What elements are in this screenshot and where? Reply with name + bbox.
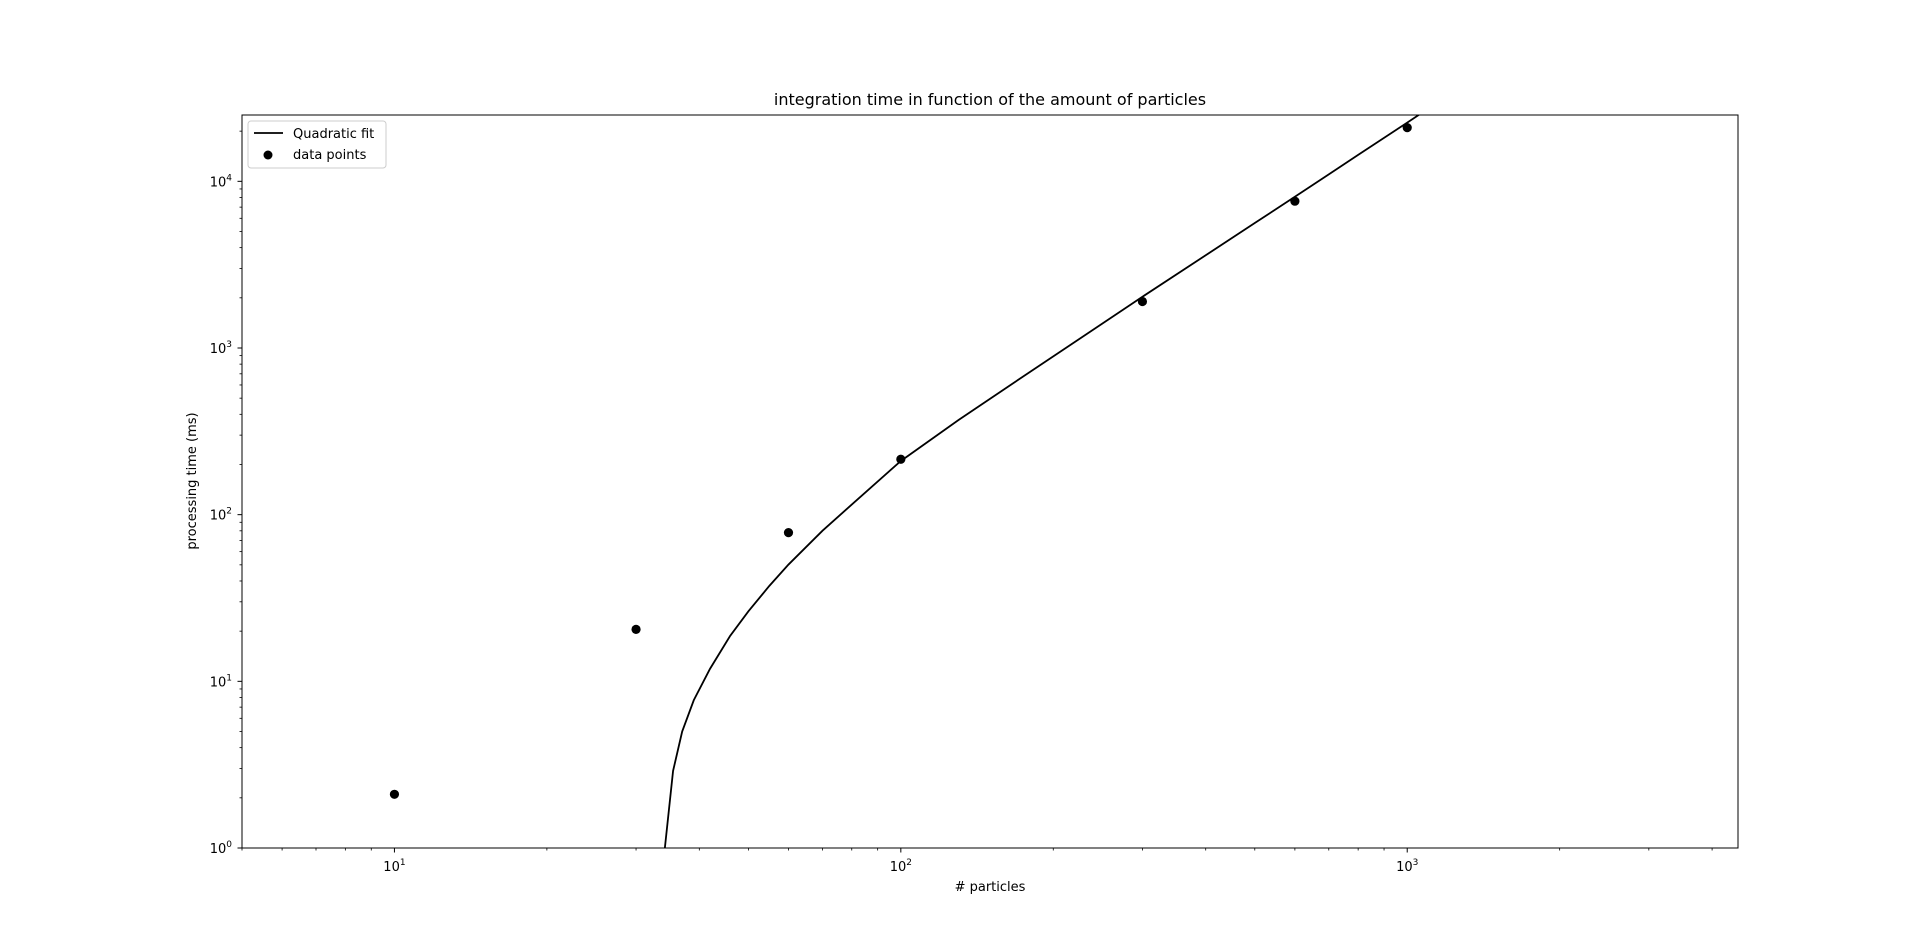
y-tick-label: 100 (210, 840, 233, 857)
y-tick-label: 104 (210, 173, 233, 190)
x-tick-label: 102 (890, 858, 912, 875)
legend: Quadratic fit data points (247, 120, 387, 169)
x-axis-ticks: 101 102 103 (241, 848, 1713, 875)
x-tick-label: 103 (1396, 858, 1418, 875)
legend-dot-swatch (263, 150, 273, 160)
data-point (1402, 123, 1412, 133)
plot-area (241, 114, 1739, 849)
y-axis-label: processing time (ms) (185, 412, 200, 549)
data-point (631, 624, 641, 634)
y-tick-label: 102 (210, 507, 232, 524)
y-tick-label: 103 (210, 340, 232, 357)
data-point (896, 454, 906, 464)
x-tick-label: 101 (383, 858, 405, 875)
plot-background (242, 115, 1738, 848)
legend-label-data-points: data points (293, 148, 367, 163)
y-axis-ticks: 100 101 102 103 104 (210, 130, 242, 857)
chart-title: integration time in function of the amou… (774, 90, 1206, 109)
data-point (783, 528, 794, 538)
data-point (1290, 196, 1300, 206)
plot-frame (241, 114, 1739, 849)
x-axis-label: # particles (955, 880, 1026, 895)
y-tick-label: 101 (210, 673, 232, 690)
data-point-layer (389, 123, 1412, 799)
legend-label-quadratic-fit: Quadratic fit (293, 127, 374, 142)
data-point (389, 789, 400, 799)
data-point (1137, 296, 1148, 307)
